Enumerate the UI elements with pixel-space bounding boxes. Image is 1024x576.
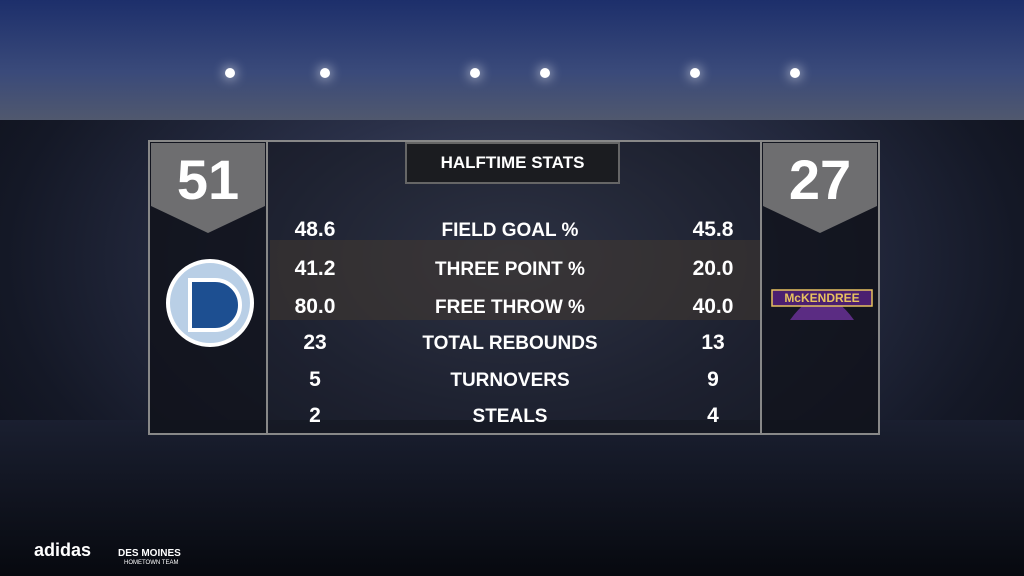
light [225, 68, 235, 78]
away-score: 27 [763, 143, 877, 233]
partner: DES MOINES [118, 548, 181, 559]
light [690, 68, 700, 78]
light [320, 68, 330, 78]
stat-label: STEALS [472, 406, 548, 427]
stat-label: TURNOVERS [450, 370, 570, 391]
light [470, 68, 480, 78]
home-value: 2 [309, 404, 321, 427]
light [540, 68, 550, 78]
away-value: 9 [707, 368, 719, 391]
away-value: 40.0 [692, 295, 734, 318]
stat-label: FIELD GOAL % [441, 220, 579, 241]
ceiling [0, 0, 1024, 120]
title: HALFTIME STATS [405, 142, 620, 184]
away-logo: McKENDREE [771, 289, 873, 320]
stat-label: FREE THROW % [435, 297, 585, 318]
away-value: 45.8 [692, 218, 734, 241]
away-value: 13 [701, 331, 725, 354]
home-value: 48.6 [294, 218, 336, 241]
light [790, 68, 800, 78]
home-value: 80.0 [294, 295, 336, 318]
away-logo-text: McKENDREE [784, 291, 859, 305]
home-value: 23 [303, 331, 327, 354]
away-value: 4 [707, 404, 719, 427]
away-value: 20.0 [692, 257, 734, 280]
crowd [0, 420, 1024, 576]
home-value: 5 [309, 368, 321, 391]
sponsor: adidas [34, 540, 92, 560]
home-logo [166, 259, 254, 347]
stat-label: TOTAL REBOUNDS [422, 333, 598, 354]
partner-tagline: HOMETOWN TEAM [124, 560, 179, 566]
stat-label: THREE POINT % [435, 259, 585, 280]
home-value: 41.2 [294, 257, 336, 280]
stats-panel [148, 140, 880, 435]
